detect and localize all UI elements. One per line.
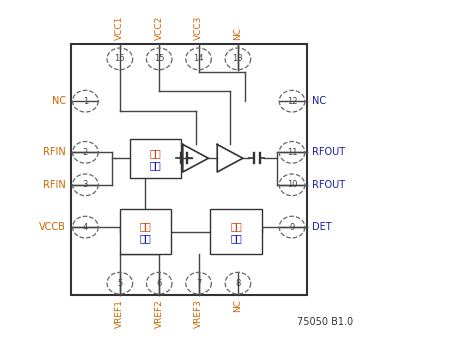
Text: RFIN: RFIN [43,147,66,157]
Text: VREF2: VREF2 [154,299,163,328]
Text: 11: 11 [286,148,297,157]
Text: RFOUT: RFOUT [311,180,344,190]
Text: 10: 10 [286,180,297,189]
Text: VCC1: VCC1 [115,16,124,40]
Text: 输入: 输入 [149,148,161,158]
Bar [210,209,261,254]
Text: NC: NC [233,27,242,40]
Text: 75050 B1.0: 75050 B1.0 [296,317,352,327]
Text: 功率: 功率 [230,221,241,231]
Text: RFOUT: RFOUT [311,147,344,157]
Text: 匹配: 匹配 [149,160,161,170]
Text: 14: 14 [193,55,203,63]
Text: 5: 5 [117,279,122,288]
Text: 8: 8 [235,279,240,288]
Text: NC: NC [51,96,66,106]
Text: 12: 12 [286,97,297,106]
Text: VCC3: VCC3 [194,16,203,40]
Text: 16: 16 [114,55,125,63]
Text: 6: 6 [156,279,162,288]
Text: 13: 13 [232,55,243,63]
Text: 偏置: 偏置 [139,221,151,231]
Text: 7: 7 [195,279,201,288]
Text: VREF1: VREF1 [115,299,124,328]
Text: VCCB: VCCB [39,222,66,232]
Text: 1: 1 [82,97,88,106]
Bar [119,209,171,254]
Text: VREF3: VREF3 [194,299,203,328]
Text: 2: 2 [82,148,88,157]
Text: DET: DET [311,222,331,232]
Text: 控制: 控制 [139,234,151,244]
Text: VCC2: VCC2 [154,16,163,40]
Text: NC: NC [233,299,242,312]
Text: 3: 3 [82,180,88,189]
Text: NC: NC [311,96,325,106]
Text: 4: 4 [82,223,88,231]
Bar [129,139,181,178]
Text: 检测: 检测 [230,234,241,244]
Bar [70,44,306,295]
Text: RFIN: RFIN [43,180,66,190]
Text: 15: 15 [154,55,164,63]
Text: 9: 9 [289,223,294,231]
